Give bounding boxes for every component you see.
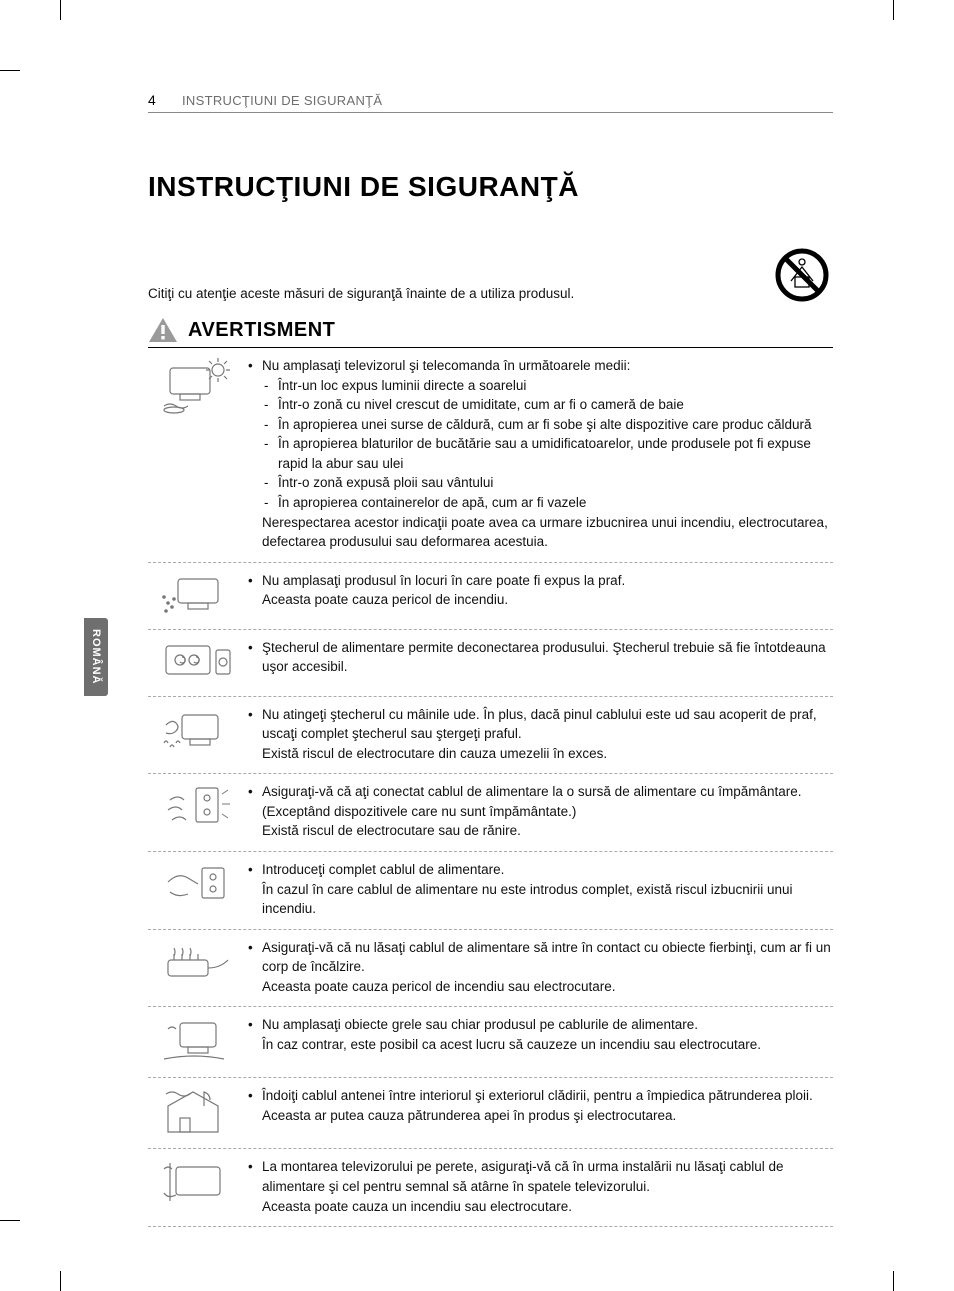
safety-item: Nu amplasaţi televizorul şi telecomanda …: [148, 348, 833, 563]
sub-item: În apropierea unei surse de căldură, cum…: [278, 415, 833, 435]
antenna-bend-icon: [148, 1086, 248, 1138]
safety-item: Introduceţi complet cablul de alimentare…: [148, 852, 833, 930]
heavy-on-cable-icon: [148, 1015, 248, 1067]
bullet: Nu atingeţi ştecherul cu mâinile ude. În…: [262, 705, 833, 744]
wet-hands-icon: [148, 705, 248, 764]
crop-mark: [0, 70, 20, 71]
safety-item-text: Nu amplasaţi produsul în locuri în care …: [248, 571, 833, 619]
safety-item-text: Asiguraţi-vă că nu lăsaţi cablul de alim…: [248, 938, 833, 997]
tail-text: Aceasta poate cauza pericol de incendiu …: [248, 977, 833, 997]
bullet: Asiguraţi-vă că aţi conectat cablul de a…: [262, 782, 833, 821]
safety-item: Îndoiţi cablul antenei între interiorul …: [148, 1078, 833, 1149]
sub-item: Într-o zonă cu nivel crescut de umiditat…: [278, 395, 833, 415]
bullet: La montarea televizorului pe perete, asi…: [262, 1157, 833, 1196]
safety-item: Ştecherul de alimentare permite deconect…: [148, 630, 833, 697]
environment-icon: [148, 356, 248, 552]
hot-object-icon: [148, 938, 248, 997]
tail-text: Aceasta poate cauza un incendiu sau elec…: [248, 1197, 833, 1217]
safety-item-text: Introduceţi complet cablul de alimentare…: [248, 860, 833, 919]
intro-text: Citiţi cu atenţie aceste măsuri de sigur…: [148, 286, 574, 303]
safety-item: Asiguraţi-vă că aţi conectat cablul de a…: [148, 774, 833, 852]
safety-item: Nu atingeţi ştecherul cu mâinile ude. În…: [148, 697, 833, 775]
safety-item: La montarea televizorului pe perete, asi…: [148, 1149, 833, 1227]
safety-item-text: Ştecherul de alimentare permite deconect…: [248, 638, 833, 686]
bullet: Îndoiţi cablul antenei între interiorul …: [262, 1086, 833, 1106]
safety-item-text: Asiguraţi-vă că aţi conectat cablul de a…: [248, 782, 833, 841]
sub-item: Într-o zonă expusă ploii sau vântului: [278, 473, 833, 493]
crop-mark: [893, 0, 894, 20]
tail-text: Există riscul de electrocutare sau de ră…: [248, 821, 833, 841]
crop-mark: [60, 0, 61, 20]
crop-mark: [0, 1220, 20, 1221]
dust-icon: [148, 571, 248, 619]
wall-mount-icon: [148, 1157, 248, 1216]
running-header: 4 INSTRUCŢIUNI DE SIGURANŢĂ: [148, 92, 833, 113]
tail-text: Aceasta poate cauza pericol de incendiu.: [248, 590, 833, 610]
insert-plug-icon: [148, 860, 248, 919]
page-content: 4 INSTRUCŢIUNI DE SIGURANŢĂ INSTRUCŢIUNI…: [148, 92, 833, 1227]
safety-item-text: Nu amplasaţi televizorul şi telecomanda …: [248, 356, 833, 552]
safety-item-text: Nu amplasaţi obiecte grele sau chiar pro…: [248, 1015, 833, 1067]
tail-text: În cazul în care cablul de alimentare nu…: [248, 880, 833, 919]
safety-item: Asiguraţi-vă că nu lăsaţi cablul de alim…: [148, 930, 833, 1008]
sub-item: Într-un loc expus luminii directe a soar…: [278, 376, 833, 396]
grounding-icon: [148, 782, 248, 841]
tail-text: În caz contrar, este posibil ca acest lu…: [248, 1035, 833, 1055]
warning-label: AVERTISMENT: [188, 319, 335, 342]
crop-mark: [893, 1271, 894, 1291]
bullet: Nu amplasaţi obiecte grele sau chiar pro…: [262, 1015, 833, 1035]
safety-item: Nu amplasaţi produsul în locuri în care …: [148, 563, 833, 630]
page-title: INSTRUCŢIUNI DE SIGURANŢĂ: [148, 171, 833, 203]
intro-row: Citiţi cu atenţie aceste măsuri de sigur…: [148, 247, 833, 303]
language-tab: ROMÂNĂ: [84, 618, 108, 696]
crop-mark: [60, 1271, 61, 1291]
tail-text: Există riscul de electrocutare din cauza…: [248, 744, 833, 764]
safety-item-text: Nu atingeţi ştecherul cu mâinile ude. În…: [248, 705, 833, 764]
bullet: Asiguraţi-vă că nu lăsaţi cablul de alim…: [262, 938, 833, 977]
safety-item-text: Îndoiţi cablul antenei între interiorul …: [248, 1086, 833, 1138]
do-not-read-icon: [771, 247, 833, 303]
tail-text: Nerespectarea acestor indicaţii poate av…: [248, 513, 833, 552]
bullet: Introduceţi complet cablul de alimentare…: [262, 860, 833, 880]
safety-item-text: La montarea televizorului pe perete, asi…: [248, 1157, 833, 1216]
running-title: INSTRUCŢIUNI DE SIGURANŢĂ: [182, 93, 382, 108]
bullet: Ştecherul de alimentare permite deconect…: [262, 638, 833, 677]
sub-item: În apropierea containerelor de apă, cum …: [278, 493, 833, 513]
warning-triangle-icon: [148, 317, 178, 343]
plug-accessible-icon: [148, 638, 248, 686]
bullet: Nu amplasaţi televizorul şi telecomanda …: [262, 356, 833, 376]
safety-item: Nu amplasaţi obiecte grele sau chiar pro…: [148, 1007, 833, 1078]
warning-header: AVERTISMENT: [148, 317, 833, 348]
page-number: 4: [148, 92, 156, 108]
sub-item: În apropierea blaturilor de bucătărie sa…: [278, 434, 833, 473]
tail-text: Aceasta ar putea cauza pătrunderea apei …: [248, 1106, 833, 1126]
bullet: Nu amplasaţi produsul în locuri în care …: [262, 571, 833, 591]
